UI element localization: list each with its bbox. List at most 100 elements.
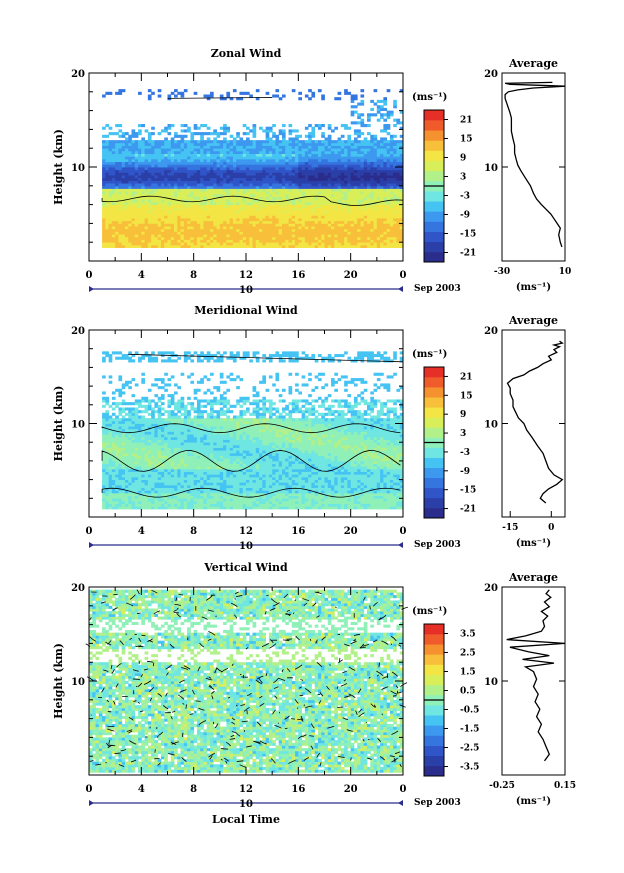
heatmap-cell [174,188,178,192]
heatmap-cell [108,415,113,419]
heatmap-cell [376,167,381,171]
heatmap-cell [363,137,368,141]
heatmap-cell [118,394,123,398]
heatmap-cell [242,142,247,146]
heatmap-cell [131,231,136,235]
heatmap-cell [291,209,296,214]
heatmap-cell [203,185,208,189]
heatmap-cell [183,239,188,243]
heatmap-cell [210,244,214,248]
heatmap-cell [295,172,299,176]
heatmap-cell [380,215,384,219]
heatmap-cell [324,220,329,224]
heatmap-cell [160,204,165,208]
heatmap-cell [200,132,204,136]
heatmap-cell [363,142,368,146]
heatmap-cell [183,161,188,165]
heatmap-cell [147,455,152,459]
heatmap-cell [275,196,280,200]
heatmap-cell [314,228,319,232]
heatmap-cell [160,492,165,497]
heatmap-cell [141,415,145,419]
heatmap-cell [246,207,250,211]
heatmap-cell [183,169,188,173]
heatmap-cell [393,201,397,205]
heatmap-cell [347,156,352,160]
heatmap-cell [291,228,296,232]
heatmap-cell [216,140,221,144]
heatmap-cell [124,193,129,197]
heatmap-cell [239,212,244,216]
heatmap-cell [376,148,381,152]
heatmap-cell [360,156,365,160]
heatmap-cell [265,242,270,246]
heatmap-cell [246,156,250,160]
heatmap-cell [223,236,227,240]
heatmap-cell [324,228,329,232]
heatmap-cell [131,484,136,489]
heatmap-cell [167,447,172,451]
heatmap-cell [350,148,355,152]
heatmap-cell [102,142,106,146]
heatmap-cell [128,482,132,486]
heatmap-cell [131,444,136,448]
heatmap-cell [164,476,168,480]
heatmap-cell [128,137,132,141]
heatmap-cell [317,223,322,227]
heatmap-cell [363,218,368,222]
heatmap-cell [353,191,358,195]
heatmap-cell [311,134,316,138]
heatmap-cell [154,204,159,208]
heatmap-cell [102,172,106,176]
heatmap-cell [108,148,113,152]
heatmap-cell [347,164,352,168]
heatmap-cell [242,199,247,203]
heatmap-cell [331,156,335,160]
heatmap-cell [262,220,267,224]
heatmap-cell [102,167,106,171]
heatmap-cell [255,172,260,176]
heatmap-cell [380,239,384,243]
heatmap-cell [138,418,142,422]
heatmap-cell [275,215,280,219]
heatmap-cell [138,228,142,232]
heatmap-cell [393,212,397,216]
heatmap-cell [268,236,273,240]
heatmap-cell [174,185,178,189]
heatmap-cell [317,193,322,197]
heatmap-cell [200,188,204,192]
heatmap-cell [295,137,299,141]
heatmap-cell [396,242,401,246]
heatmap-cell [134,490,139,494]
heatmap-cell [327,148,332,152]
heatmap-cell [291,140,296,144]
heatmap-cell [141,455,145,459]
heatmap-cell [236,228,240,232]
heatmap-cell [190,145,195,149]
heatmap-cell [321,207,325,211]
heatmap-cell [154,228,159,232]
heatmap-cell [115,479,119,483]
heatmap-cell [193,124,198,128]
heatmap-cell [219,156,224,160]
heatmap-cell [121,148,126,152]
heatmap-cell [151,359,155,363]
heatmap-cell [134,436,139,440]
heatmap-cell [134,226,139,230]
heatmap-cell [272,239,276,243]
heatmap-cell [151,226,155,230]
heatmap-cell [324,158,329,163]
heatmap-cell [285,196,289,200]
heatmap-cell [160,220,165,224]
heatmap-cell [121,455,126,459]
heatmap-cell [219,188,224,192]
heatmap-cell [200,196,204,200]
heatmap-cell [118,207,123,211]
heatmap-cell [278,188,283,192]
heatmap-cell [360,142,365,146]
heatmap-cell [206,193,211,197]
heatmap-cell [383,239,388,243]
heatmap-cell [160,145,165,149]
heatmap-cell [219,175,224,179]
heatmap-cell [190,185,195,189]
